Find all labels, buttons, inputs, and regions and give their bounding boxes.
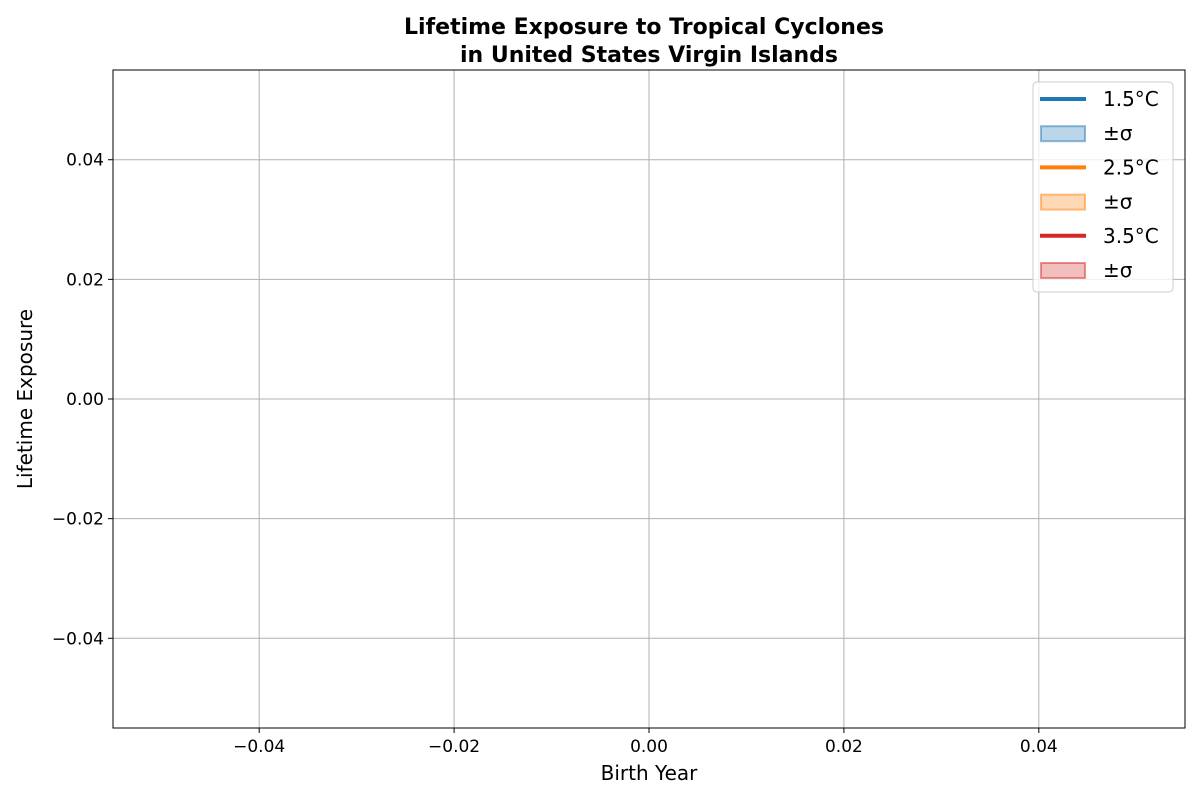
legend: 1.5°C ±σ 2.5°C ±σ 3.5°C ±σ [1032, 81, 1174, 293]
legend-label: ±σ [1103, 258, 1133, 282]
legend-entry: ±σ [1040, 121, 1133, 145]
y-tick-label: 0.00 [66, 390, 104, 410]
x-tick-label: 0.04 [1020, 737, 1058, 757]
x-tick-label: −0.04 [233, 737, 285, 757]
legend-label: 2.5°C [1103, 155, 1159, 179]
y-tick-label: 0.02 [66, 270, 104, 290]
chart-title-line-1: Lifetime Exposure to Tropical Cyclones [404, 15, 884, 40]
chart-title-line-2: in United States Virgin Islands [460, 43, 838, 68]
legend-entry: ±σ [1040, 190, 1133, 214]
legend-box [1032, 81, 1174, 293]
y-axis-ticks: −0.04 −0.02 0.00 0.02 0.04 [52, 151, 113, 649]
legend-band-swatch [1040, 125, 1086, 143]
y-axis-label: Lifetime Exposure [13, 309, 37, 489]
legend-entry: 2.5°C [1040, 155, 1159, 179]
y-tick-label: −0.02 [52, 510, 104, 530]
y-tick-label: 0.04 [66, 151, 104, 171]
legend-band-swatch [1040, 262, 1086, 279]
chart-title: Lifetime Exposure to Tropical Cyclones i… [404, 15, 884, 68]
legend-label: 3.5°C [1103, 224, 1159, 248]
legend-label: 1.5°C [1103, 87, 1159, 111]
x-tick-label: 0.02 [825, 737, 863, 757]
x-axis-ticks: −0.04 −0.02 0.00 0.02 0.04 [233, 728, 1058, 757]
legend-entry: 1.5°C [1040, 87, 1159, 111]
grid [113, 70, 1185, 728]
y-tick-label: −0.04 [52, 629, 104, 649]
legend-label: ±σ [1103, 190, 1133, 214]
x-tick-label: 0.00 [630, 737, 668, 757]
x-tick-label: −0.02 [428, 737, 480, 757]
x-axis-label: Birth Year [601, 761, 698, 785]
legend-label: ±σ [1103, 121, 1133, 145]
legend-entry: ±σ [1040, 258, 1133, 282]
legend-band-swatch [1040, 193, 1086, 211]
legend-entry: 3.5°C [1040, 224, 1159, 248]
